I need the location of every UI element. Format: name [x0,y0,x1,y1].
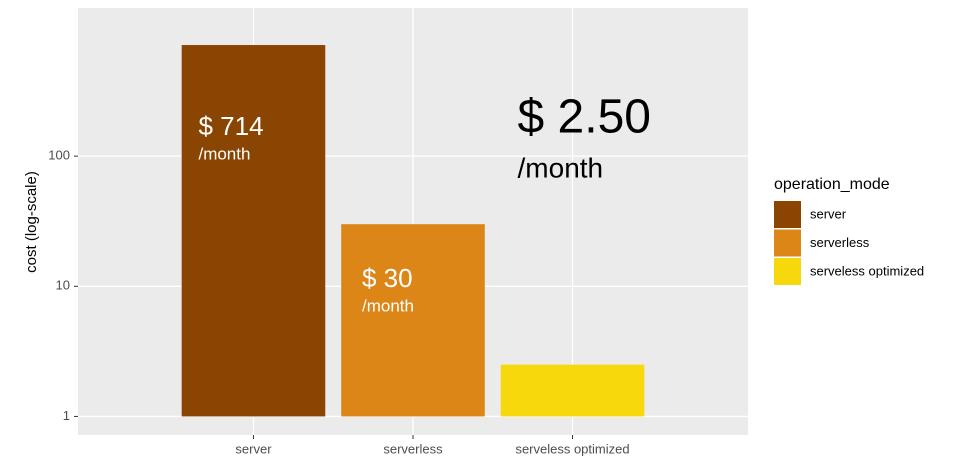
y-axis-title: cost (log-scale) [23,171,40,273]
legend-label: server [810,206,847,221]
legend-title: operation_mode [774,176,890,193]
legend-key [774,201,801,228]
value-label-unit: /month [362,296,414,315]
value-label: $ 714 [198,111,263,141]
value-label: $ 2.50 [518,91,651,144]
y-tick-label: 1 [63,408,70,423]
x-tick-label: server [235,441,272,456]
x-tick-label: serveless optimized [515,441,629,456]
x-tick-label: serverless [383,441,443,456]
value-label-unit: /month [518,152,604,183]
y-tick-label: 10 [56,278,70,293]
y-tick-label: 100 [48,148,70,163]
legend-key [774,258,801,285]
value-label: $ 30 [362,263,413,293]
legend-label: serveless optimized [810,263,924,278]
bar [181,45,326,417]
bar [341,224,485,417]
legend-label: serverless [810,235,870,250]
bar [500,364,645,417]
legend-key [774,229,801,257]
value-label-unit: /month [198,144,250,163]
